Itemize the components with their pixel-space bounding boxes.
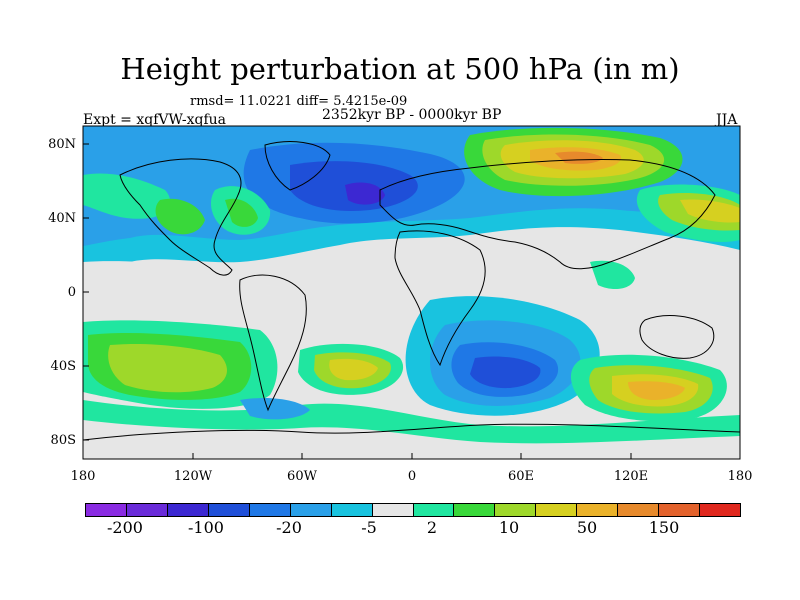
lon-label-180e: 180 — [727, 469, 753, 484]
contour-field — [83, 126, 740, 459]
colorbar-swatch-7 — [372, 503, 414, 517]
lon-label-120e: 120E — [613, 469, 649, 484]
colorbar-swatch-2 — [167, 503, 209, 517]
colorbar-label: 2 — [426, 518, 438, 537]
experiment-label: Expt = xqfVW-xqfua — [83, 112, 226, 128]
colorbar-swatch-9 — [454, 503, 496, 517]
colorbar — [85, 503, 741, 517]
colorbar-label: 50 — [576, 518, 598, 537]
colorbar-label: 10 — [498, 518, 520, 537]
colorbar-swatch-12 — [577, 503, 619, 517]
lon-label-0: 0 — [407, 469, 417, 484]
colorbar-label: -200 — [107, 518, 143, 537]
colorbar-swatch-5 — [290, 503, 332, 517]
colorbar-swatch-6 — [331, 503, 373, 517]
colorbar-swatch-0 — [85, 503, 127, 517]
axis-ticks — [82, 143, 741, 459]
lon-label-60w: 60W — [287, 469, 317, 484]
colorbar-label: -5 — [361, 518, 377, 537]
colorbar-swatch-15 — [700, 503, 741, 517]
rmsd-stats: rmsd= 11.0221 diff= 5.4215e-09 — [190, 94, 408, 109]
colorbar-label: 150 — [648, 518, 680, 537]
period-label: 2352kyr BP - 0000kyr BP — [322, 107, 502, 123]
lat-label-40s: 40S — [50, 359, 76, 374]
colorbar-swatch-1 — [126, 503, 168, 517]
colorbar-swatch-10 — [495, 503, 537, 517]
colorbar-swatch-14 — [659, 503, 701, 517]
colorbar-swatch-8 — [413, 503, 455, 517]
lat-label-0: 0 — [67, 285, 76, 300]
chart-title: Height perturbation at 500 hPa (in m) — [120, 52, 680, 86]
season-label: JJA — [716, 112, 738, 128]
colorbar-label: -20 — [276, 518, 302, 537]
lon-label-60e: 60E — [507, 469, 535, 484]
lat-label-40n: 40N — [48, 211, 76, 226]
lon-label-120w: 120W — [173, 469, 213, 484]
lat-label-80s: 80S — [50, 433, 76, 448]
lat-label-80n: 80N — [48, 137, 76, 152]
colorbar-swatch-3 — [208, 503, 250, 517]
coastlines — [83, 141, 740, 441]
lon-label-180w: 180 — [70, 469, 96, 484]
colorbar-swatch-13 — [618, 503, 660, 517]
colorbar-swatch-11 — [536, 503, 578, 517]
colorbar-label: -100 — [188, 518, 224, 537]
colorbar-swatch-4 — [249, 503, 291, 517]
